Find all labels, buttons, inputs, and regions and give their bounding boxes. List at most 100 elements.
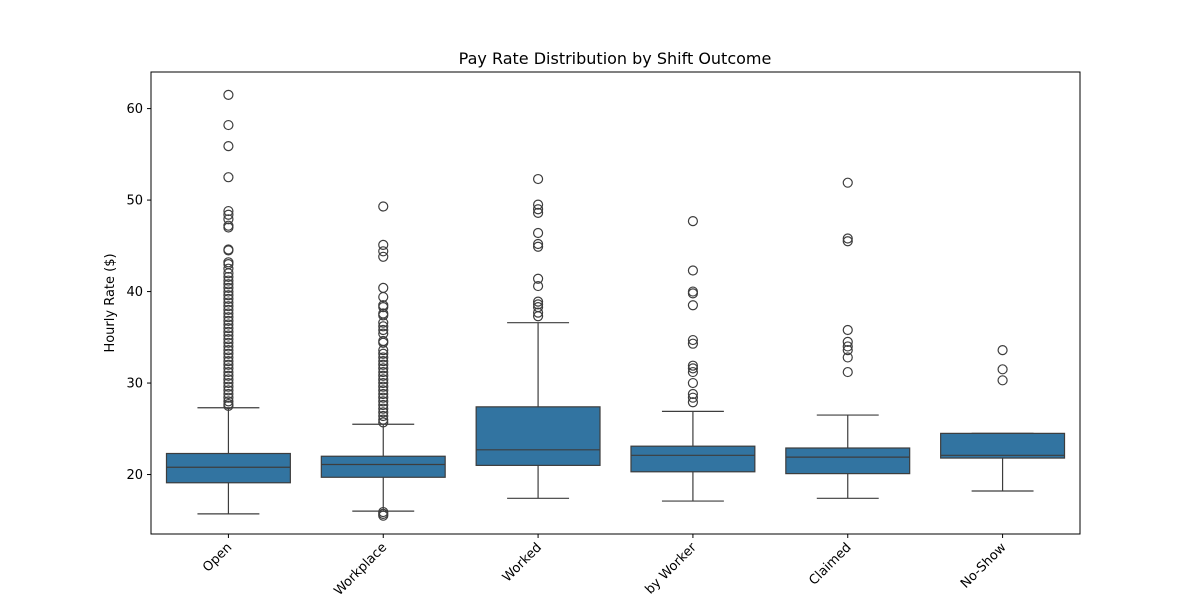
outlier-point [223,271,234,283]
outlier-point [687,334,699,346]
outlier-point [223,304,234,315]
outlier-point [378,403,389,414]
outlier-point [378,246,389,257]
outlier-point [223,89,234,100]
outlier-point [223,209,234,220]
y-tick-label: 40 [126,285,143,300]
outlier-point [687,360,699,371]
outlier-point [223,396,234,407]
outlier-point [378,352,389,363]
outlier-point [223,392,234,403]
box-group [320,201,446,521]
chart-title: Pay Rate Distribution by Shift Outcome [459,49,772,68]
outlier-point [378,414,389,425]
plot-area [165,89,1066,521]
outlier-point [687,392,699,403]
outlier-point [223,222,234,233]
outlier-point [378,374,389,385]
outlier-point [687,366,699,378]
outlier-point [223,205,234,217]
x-tick-label: Open [200,540,235,575]
outlier-point [223,355,234,367]
outlier-point [842,324,853,336]
outlier-point [378,417,389,428]
outlier-point [378,366,389,378]
outlier-point [532,227,544,239]
outlier-point [223,141,234,152]
outlier-point [378,348,389,359]
box-group [475,173,601,499]
y-tick-label: 60 [126,102,143,117]
outlier-point [378,377,389,389]
outlier-point [223,319,234,330]
outlier-point [997,345,1008,356]
outlier-point [223,400,234,412]
x-tick-label: Claimed [806,540,854,588]
outlier-point [378,291,389,303]
outlier-point [223,330,234,341]
outlier-point [223,377,234,389]
y-axis: 20 30 40 50 60 [126,102,151,483]
outlier-point [378,399,389,411]
outlier-point [223,323,234,334]
box-iqr [785,447,911,475]
outlier-point [532,280,544,292]
outlier-point [842,352,853,363]
outlier-point [223,282,234,294]
outlier-point [687,388,699,400]
outlier-point [223,275,234,286]
outlier-point [223,363,234,374]
outlier-point [532,241,544,252]
outlier-point [223,326,234,337]
outlier-point [378,317,389,328]
outlier-point [842,366,853,378]
outlier-point [687,288,699,299]
outlier-point [223,119,234,131]
outlier-point [532,173,544,185]
outlier-point [223,297,234,308]
outlier-point [223,385,234,396]
box-group [630,216,756,502]
outlier-point [532,207,544,218]
outlier-point [223,172,234,183]
outlier-point [532,204,544,215]
box-group [940,345,1066,492]
outlier-point [223,286,234,297]
box-iqr [940,432,1066,459]
outlier-point [842,336,853,347]
outlier-point [687,300,699,311]
outlier-point [378,359,389,370]
outlier-point [532,307,544,318]
y-axis-label: Hourly Rate ($) [103,253,118,352]
outlier-point [223,293,234,304]
outlier-point [687,397,699,408]
outlier-point [378,410,389,422]
outlier-point [378,407,389,418]
outlier-point [223,359,234,370]
plot-frame [150,71,1081,535]
outlier-point [532,199,544,210]
outlier-point [223,370,234,381]
outlier-point [223,381,234,392]
x-tick-label: No-Show [958,540,1010,592]
outlier-point [842,177,853,188]
box-iqr [165,452,291,484]
box-group [165,89,291,515]
outlier-point [378,510,389,521]
outlier-point [378,337,389,348]
outlier-point [378,302,389,313]
outlier-point [997,364,1008,375]
box-iqr [475,406,601,466]
outlier-point [223,301,234,312]
outlier-point [997,375,1008,386]
outlier-point [687,265,699,276]
outlier-point [378,385,389,396]
outlier-point [378,392,389,403]
outlier-point [532,273,544,284]
outlier-point [223,388,234,400]
outlier-point [378,324,389,336]
outlier-point [378,355,389,367]
outlier-point [378,201,389,212]
outlier-point [223,279,234,290]
outlier-point [223,366,234,378]
